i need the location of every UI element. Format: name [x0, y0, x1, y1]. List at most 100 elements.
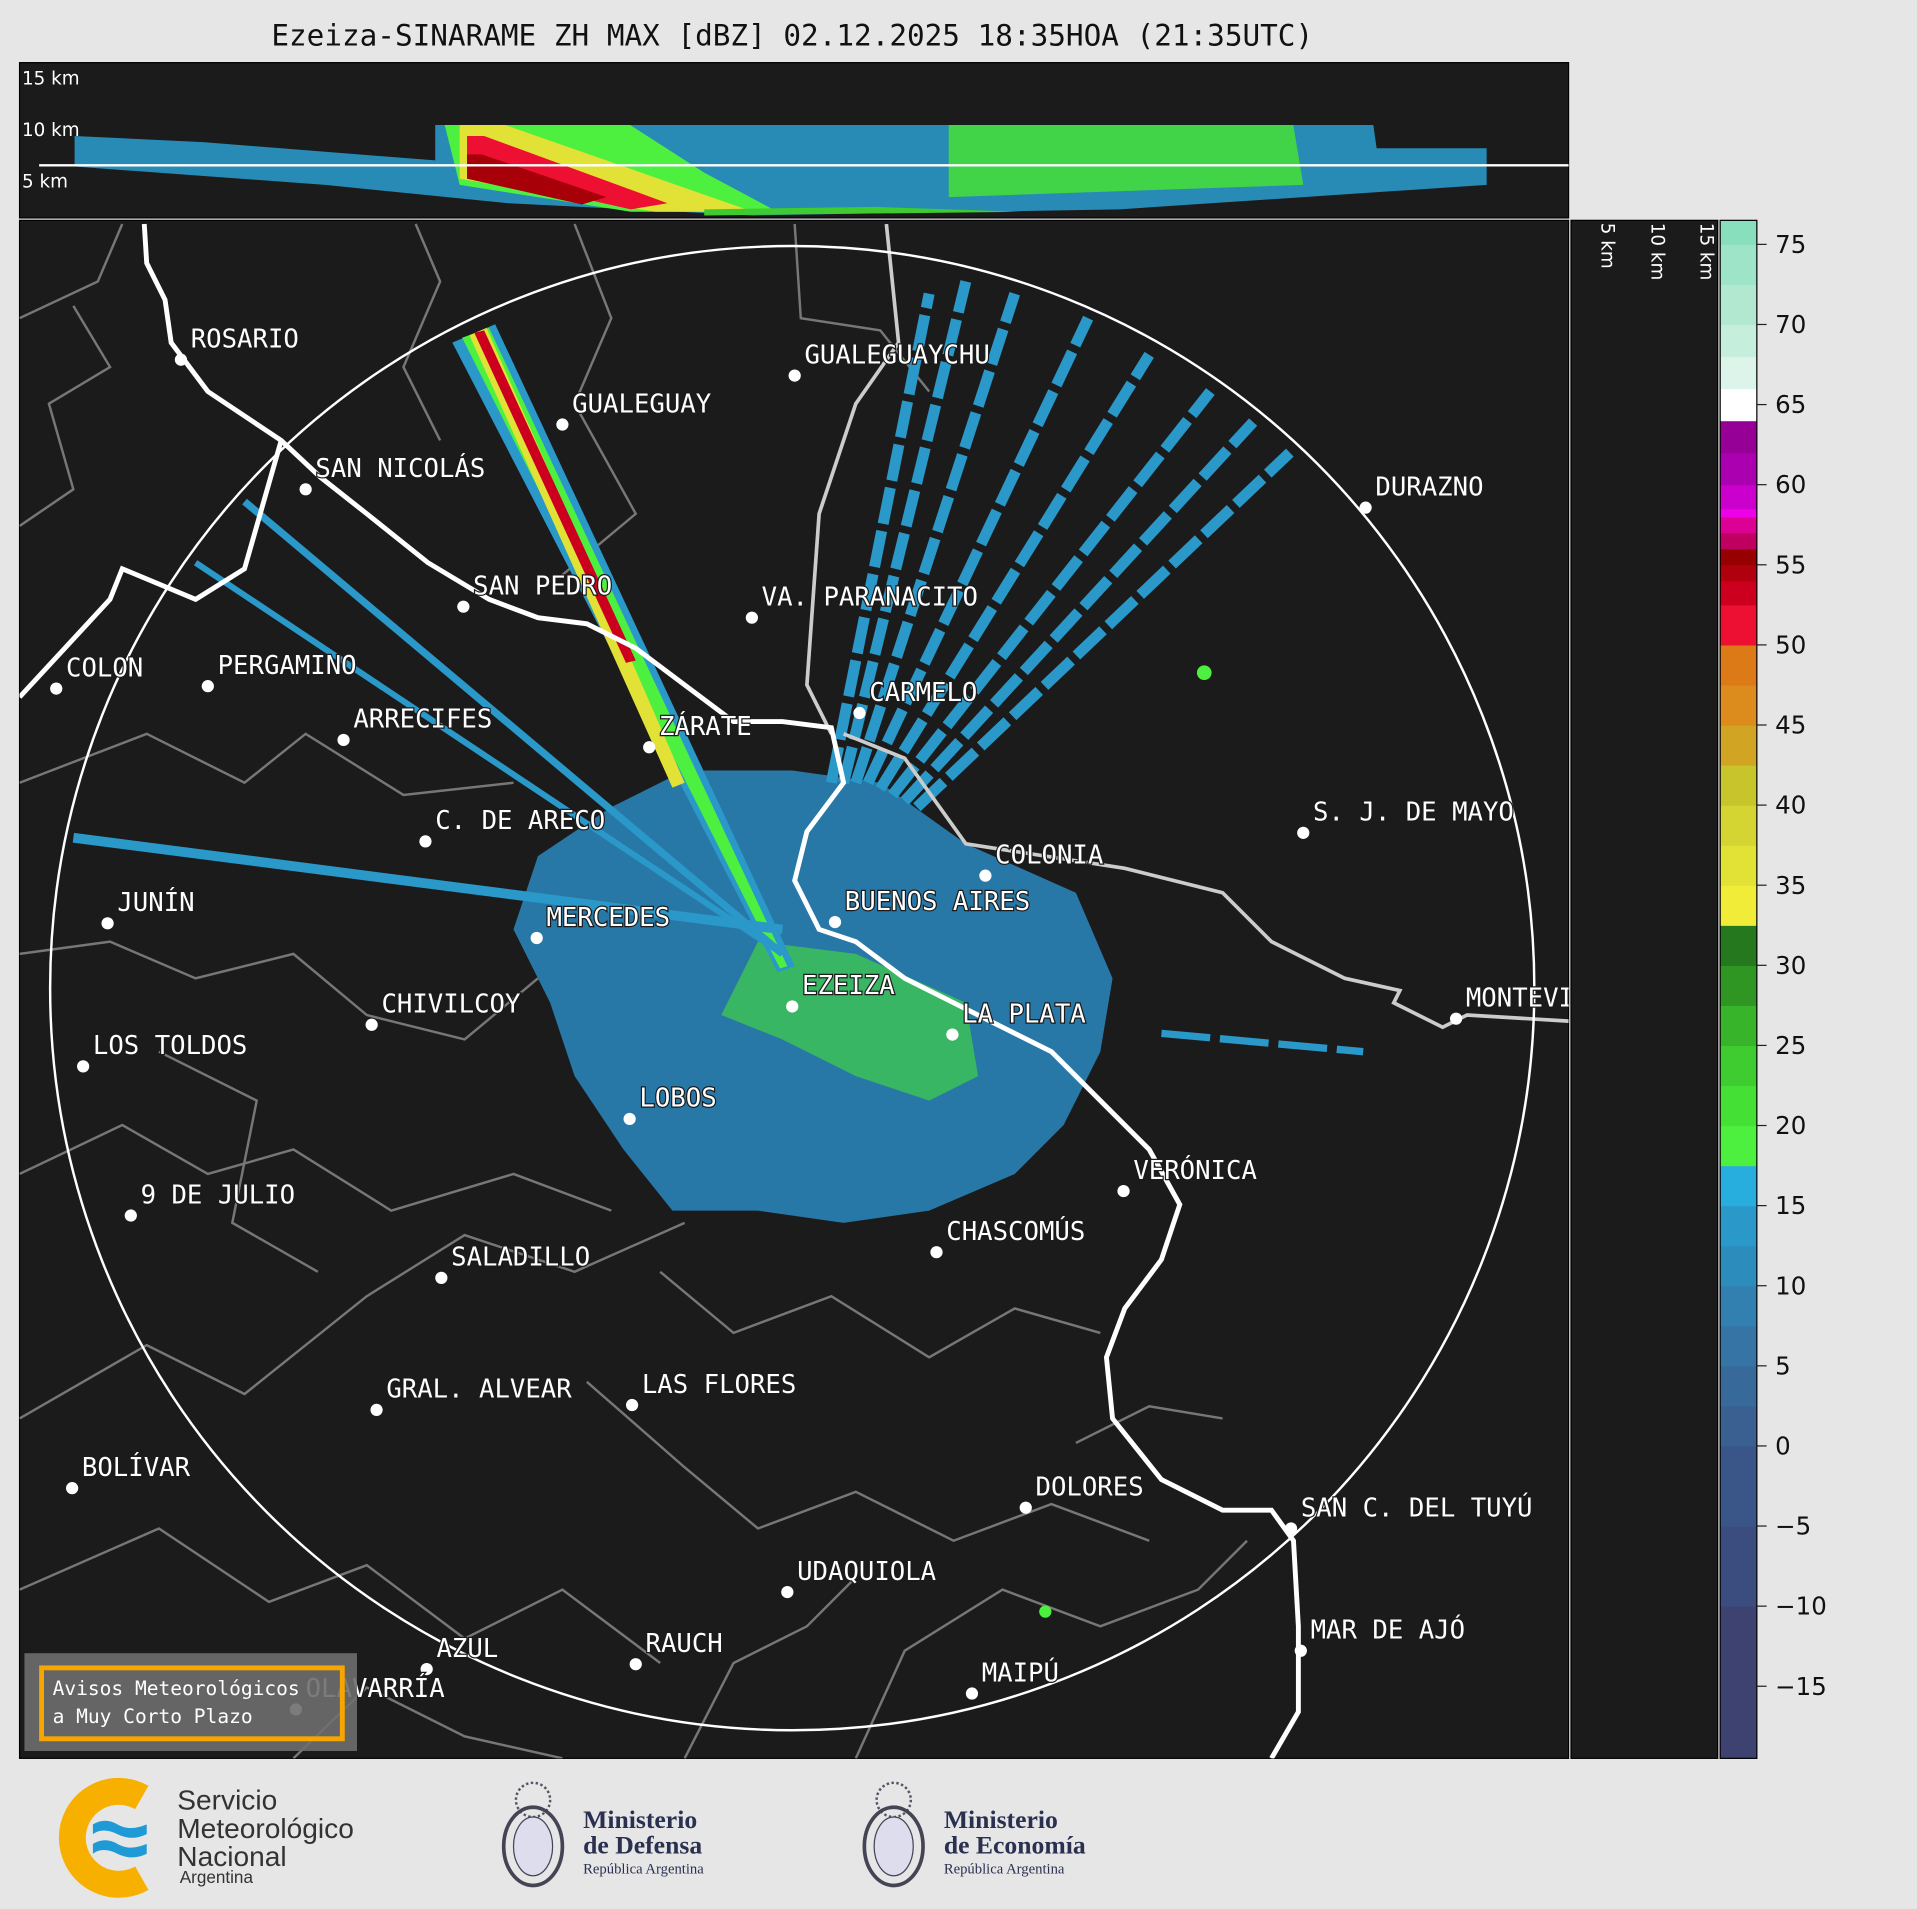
city-label: BOLÍVAR	[82, 1451, 191, 1483]
city-label: MAR DE AJÓ	[1311, 1614, 1465, 1646]
city-dot-icon	[1449, 1012, 1463, 1025]
city-label: 9 DE JULIO	[141, 1180, 295, 1210]
city-label: ARRECIFES	[353, 705, 492, 735]
colorbar-band	[1720, 1325, 1757, 1367]
city-marker: C. DE ARECO	[419, 805, 606, 848]
city-marker: VERÓNICA	[1117, 1153, 1258, 1198]
top-cross-section-panel: 15 km 10 km 5 km	[18, 62, 1570, 219]
height-label-5km: 5 km	[1597, 223, 1618, 269]
city-dot-icon	[1019, 1501, 1032, 1514]
city-dot-icon	[1294, 1644, 1307, 1657]
colorbar-band	[1720, 220, 1757, 245]
city-dot-icon	[625, 1398, 639, 1412]
colorbar-tick-label: −10	[1775, 1592, 1827, 1621]
colorbar-band	[1720, 452, 1757, 486]
smn-line3: Nacional	[177, 1841, 286, 1872]
city-marker: SAN PEDRO	[457, 570, 613, 613]
colorbar-band	[1720, 1205, 1757, 1247]
smn-line2: Meteorológico	[177, 1813, 354, 1844]
alert-line2: a Muy Corto Plazo	[53, 1705, 253, 1728]
city-dot-icon	[337, 733, 350, 747]
colorbar-frame	[1719, 219, 1758, 1759]
city-dot-icon	[781, 1585, 794, 1599]
smn-line4: Argentina	[180, 1868, 254, 1887]
colorbar-band	[1720, 564, 1757, 582]
colorbar-band	[1720, 1526, 1757, 1607]
colorbar-band	[1720, 845, 1757, 886]
city-label: DOLORES	[1036, 1472, 1144, 1502]
city-label: VA. PARANACITO	[762, 582, 978, 612]
defensa-line2: de Defensa	[583, 1831, 702, 1860]
colorbar-band	[1720, 1245, 1757, 1287]
city-label: SAN C. DEL TUYÚ	[1301, 1491, 1533, 1523]
economia-logo: Ministerio de Economía República Argenti…	[862, 1781, 1086, 1888]
colorbar-band	[1720, 1445, 1757, 1527]
city-marker: CHASCOMÚS	[930, 1214, 1087, 1259]
city-dot-icon	[828, 915, 842, 929]
city-dot-icon	[946, 1028, 959, 1041]
city-dot-icon	[435, 1271, 448, 1284]
chart-title: Ezeiza-SINARAME ZH MAX [dBZ] 02.12.2025 …	[271, 19, 1313, 53]
city-dot-icon	[930, 1246, 943, 1259]
economia-line2: de Economía	[944, 1831, 1086, 1860]
colorbar-tick-label: 60	[1775, 470, 1806, 499]
colorbar-tick-label: 70	[1775, 310, 1806, 339]
city-dot-icon	[419, 835, 432, 848]
colorbar-band	[1720, 885, 1757, 926]
city-marker: GUALEGUAY	[556, 388, 712, 431]
colorbar-band	[1720, 1405, 1757, 1447]
city-marker: DURAZNO	[1359, 471, 1485, 514]
colorbar-tick-label: 30	[1775, 951, 1806, 980]
city-marker: VA. PARANACITO	[745, 581, 979, 624]
colorbar-tick-label: 45	[1775, 711, 1806, 740]
coastline	[19, 223, 1301, 1759]
city-dot-icon	[530, 931, 543, 945]
city-dot-icon	[77, 1060, 90, 1073]
colorbar-band	[1720, 1045, 1757, 1087]
city-label: LAS FLORES	[642, 1370, 796, 1400]
radar-range-ring	[48, 244, 1536, 1732]
city-dot-icon	[201, 680, 214, 693]
radar-map[interactable]: ROSARIO GUALEGUAY GUALEGUAYCHU SAN NICOLÁS D…	[18, 219, 1621, 1759]
city-dot-icon	[1359, 501, 1372, 514]
colorbar-tick-label: 75	[1775, 230, 1806, 259]
colorbar-band	[1720, 1285, 1757, 1327]
city-label: SAN PEDRO	[473, 571, 612, 601]
height-label-15km: 15 km	[1696, 223, 1717, 281]
city-label: UDAQUIOLA	[797, 1557, 936, 1587]
city-label: MONTEVIDEO	[1466, 983, 1620, 1013]
colorbar-band	[1720, 484, 1757, 510]
colorbar-tick-label: 55	[1775, 550, 1806, 579]
colorbar-tick-label: 40	[1775, 791, 1806, 820]
city-label: MAIPÚ	[982, 1656, 1059, 1688]
city-marker: GUALEGUAYCHU	[788, 339, 991, 382]
colorbar-band	[1720, 765, 1757, 806]
colorbar-tick-label: 15	[1775, 1191, 1806, 1220]
colorbar-tick-label: 35	[1775, 871, 1806, 900]
colorbar-tick-label: 10	[1775, 1271, 1806, 1300]
height-label-10km: 10 km	[22, 120, 80, 141]
city-dot-icon	[420, 1662, 433, 1676]
alert-box[interactable]: Avisos Meteorológicos a Muy Corto Plazo	[24, 1653, 357, 1752]
colorbar-tick-label: 5	[1775, 1351, 1791, 1380]
alert-link[interactable]	[39, 1665, 345, 1742]
colorbar	[1720, 220, 1757, 1759]
smn-logo-icon	[58, 1777, 149, 1898]
city-label: S. J. DE MAYO	[1313, 798, 1514, 828]
city-marker: UDAQUIOLA	[781, 1556, 937, 1599]
city-dot-icon	[66, 1482, 79, 1495]
city-label: GUALEGUAYCHU	[804, 340, 989, 370]
city-dot-icon	[101, 917, 114, 930]
city-label: ZÁRATE	[659, 710, 752, 742]
city-marker: MONTEVIDEO	[1449, 982, 1620, 1025]
city-marker: BUENOS AIRES	[828, 886, 1031, 929]
economia-line3: República Argentina	[944, 1861, 1065, 1877]
city-marker: MAR DE AJÓ	[1294, 1612, 1466, 1657]
city-marker: COLONIA	[979, 839, 1105, 882]
city-dot-icon	[556, 418, 569, 431]
city-marker: ARRECIFES	[337, 703, 494, 747]
colorbar-band	[1720, 548, 1757, 566]
colorbar-band	[1720, 244, 1757, 286]
colorbar-tick-label: 50	[1775, 630, 1806, 659]
city-label: GUALEGUAY	[572, 389, 711, 419]
